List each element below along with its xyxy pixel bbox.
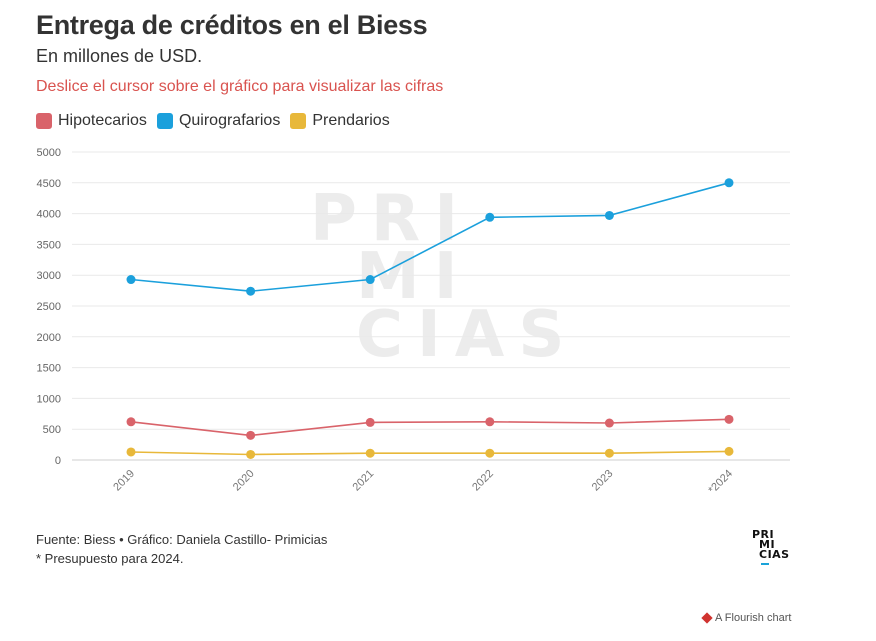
x-tick-label-2020: 2020 [231,468,257,494]
data-point-hipotecarios-2021[interactable] [365,417,375,427]
legend-item-prendarios[interactable]: Prendarios [290,112,390,130]
legend-swatch-hipotecarios [36,113,52,129]
y-tick-label-2500: 2500 [37,301,61,313]
legend-label-hipotecarios: Hipotecarios [58,112,147,129]
chart-title: Entrega de créditos en el Biess [36,10,428,40]
chart-subtitle: En millones de USD. [36,46,203,66]
logo-line-1: PRI [752,528,775,541]
data-point-hipotecarios-star-2024[interactable] [724,414,734,424]
y-tick-label-4500: 4500 [37,178,61,190]
data-point-quirografarios-2021[interactable] [365,275,375,285]
data-point-prendarios-2021[interactable] [365,448,375,458]
x-tick-label-star-2024: *2024 [706,468,735,497]
data-point-hipotecarios-2023[interactable] [604,418,614,428]
legend-label-prendarios: Prendarios [312,112,390,129]
data-point-hipotecarios-2022[interactable] [485,417,495,427]
series-line-hipotecarios[interactable] [130,418,730,437]
logo-line-2: MI [759,538,776,551]
hover-hint: Deslice el cursor sobre el gráfico para … [36,78,444,95]
data-point-hipotecarios-2019[interactable] [126,417,136,427]
source-text: Fuente: Biess • Gráfico: Daniela Castill… [36,532,328,547]
legend-item-hipotecarios[interactable]: Hipotecarios [36,112,147,130]
legend-label-quirografarios: Quirografarios [178,112,281,129]
data-point-prendarios-2019[interactable] [126,447,136,457]
y-tick-label-5000: 5000 [37,147,61,159]
flourish-icon [701,612,713,624]
data-point-quirografarios-star-2024[interactable] [724,178,734,188]
data-point-prendarios-2020[interactable] [246,449,256,459]
data-point-hipotecarios-2020[interactable] [246,430,256,440]
x-tick-label-2022: 2022 [470,468,496,494]
y-tick-label-1000: 1000 [37,393,61,405]
legend: Hipotecarios Quirografarios Prendarios [36,112,390,130]
data-point-prendarios-star-2024[interactable] [724,446,734,456]
legend-item-quirografarios[interactable]: Quirografarios [156,112,281,130]
y-tick-label-0: 0 [55,455,61,467]
line-chart[interactable]: 0 500 1000 1500 2000 2500 3000 3500 4000 4500 5000… [0,140,876,510]
legend-swatch-prendarios [290,113,307,129]
data-point-quirografarios-2020[interactable] [246,286,256,296]
watermark-line-1: PRI [310,182,472,256]
x-tick-label-2021: 2021 [351,468,377,494]
legend-swatch-quirografarios [156,113,173,129]
watermark-line-3: CIAS [356,298,579,372]
footnote-text: * Presupuesto para 2024. [36,551,184,566]
data-point-prendarios-2022[interactable] [485,448,495,458]
y-tick-label-3500: 3500 [37,239,61,251]
y-tick-label-3000: 3000 [37,270,61,282]
primicias-watermark: PRI MI CIAS [310,182,579,372]
logo-line-3: CIAS [759,548,790,561]
primicias-logo: PRI MI CIAS [752,528,790,565]
data-point-prendarios-2023[interactable] [604,448,614,458]
y-tick-label-4000: 4000 [37,209,61,221]
logo-accent-bar [761,563,769,565]
y-tick-label-2000: 2000 [37,332,61,344]
series-line-quirografarios[interactable] [130,182,730,293]
x-tick-label-2023: 2023 [590,468,616,494]
data-point-quirografarios-2022[interactable] [485,212,495,222]
data-point-quirografarios-2023[interactable] [604,210,614,220]
y-tick-label-500: 500 [43,424,61,436]
data-point-quirografarios-2019[interactable] [126,275,136,285]
flourish-label: A Flourish chart [715,612,792,624]
series-line-prendarios[interactable] [130,450,730,456]
x-tick-label-2019: 2019 [111,468,137,494]
y-tick-label-1500: 1500 [37,363,61,375]
flourish-credit[interactable]: A Flourish chart [701,612,792,624]
